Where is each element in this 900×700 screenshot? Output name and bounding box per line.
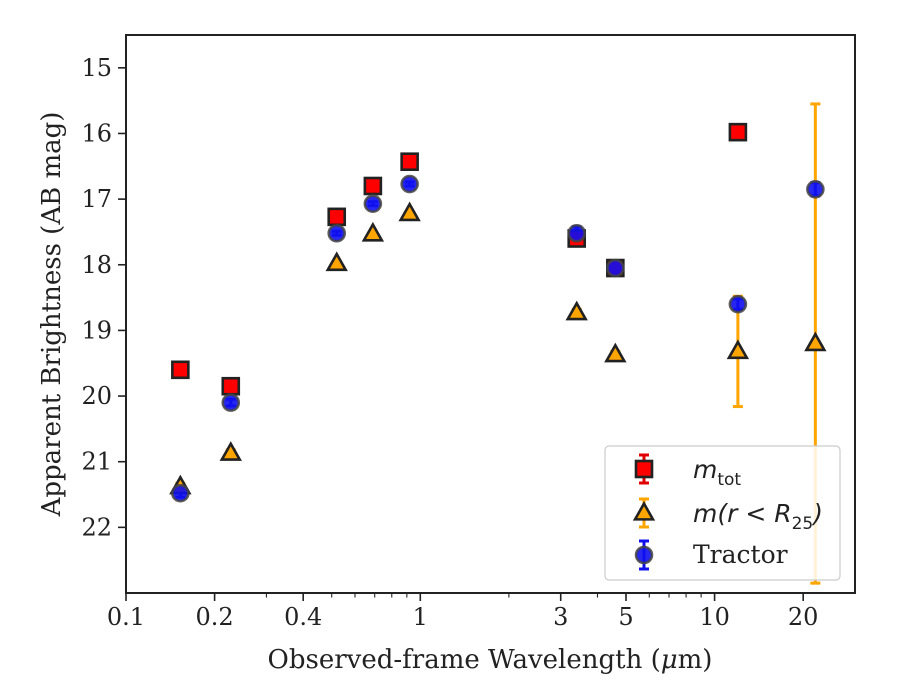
x-axis-label: Observed-frame Wavelength (μm): [268, 645, 713, 675]
tractor-point: [363, 194, 383, 214]
m-r25-point: [726, 339, 750, 360]
y-tick-label: 17: [81, 185, 112, 213]
legend: mtot m(r < R25) Tractor: [604, 445, 841, 581]
m-r25-point: [325, 251, 348, 272]
y-tick-label: 19: [81, 316, 112, 344]
mtot-point: [221, 376, 241, 396]
x-tick-label: 20: [788, 603, 819, 631]
m-r25-point: [565, 300, 588, 321]
m-r25-point: [804, 331, 827, 352]
tractor-point: [806, 179, 825, 199]
axis-ticks: 0.1 0.2 0.4 1 3 5 10 20 15 16 17 18 19 20 21 22: [81, 54, 818, 631]
x-tick-label: 0.2: [196, 603, 234, 631]
mtot-point: [363, 176, 383, 196]
data-markers: [169, 122, 827, 503]
tractor-point: [400, 174, 419, 194]
x-tick-label: 10: [699, 603, 730, 631]
legend-label-mtot: mtot: [693, 455, 741, 490]
mtot-point: [327, 207, 347, 227]
tractor-point: [221, 393, 241, 412]
tractor-point: [171, 483, 190, 503]
legend-symbols: [632, 453, 656, 571]
x-tick-label: 0.1: [107, 603, 145, 631]
legend-marker: [634, 459, 654, 479]
y-tick-label: 18: [81, 251, 112, 279]
legend-marker: [634, 545, 654, 565]
y-tick-label: 16: [81, 119, 112, 147]
x-tick-label: 5: [618, 603, 633, 631]
legend-frame: [604, 445, 841, 581]
y-tick-label: 21: [81, 448, 112, 476]
legend-label-tractor: Tractor: [693, 540, 788, 569]
m-r25-point: [604, 342, 627, 363]
mtot-point: [728, 122, 748, 142]
y-tick-label: 15: [81, 54, 112, 82]
tractor-point: [606, 258, 625, 278]
x-tick-label: 0.4: [284, 603, 322, 631]
mtot-point: [171, 360, 190, 380]
tractor-point: [728, 294, 748, 314]
y-tick-label: 20: [81, 382, 112, 410]
y-axis-label: Apparent Brightness (AB mag): [37, 112, 67, 518]
x-tick-label: 3: [553, 603, 568, 631]
mtot-point: [400, 152, 419, 171]
m-r25-point: [361, 221, 385, 242]
y-tick-label: 22: [81, 513, 112, 541]
m-r25-point: [398, 201, 421, 222]
x-tick-label: 1: [413, 603, 428, 631]
tractor-point: [327, 223, 347, 243]
legend-label-m-r25: m(r < R25): [693, 499, 823, 534]
m-r25-point: [219, 441, 242, 461]
tractor-point: [567, 223, 587, 243]
legend-marker: [632, 500, 656, 521]
